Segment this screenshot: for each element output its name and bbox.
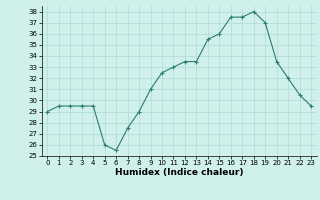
X-axis label: Humidex (Indice chaleur): Humidex (Indice chaleur) xyxy=(115,168,244,177)
